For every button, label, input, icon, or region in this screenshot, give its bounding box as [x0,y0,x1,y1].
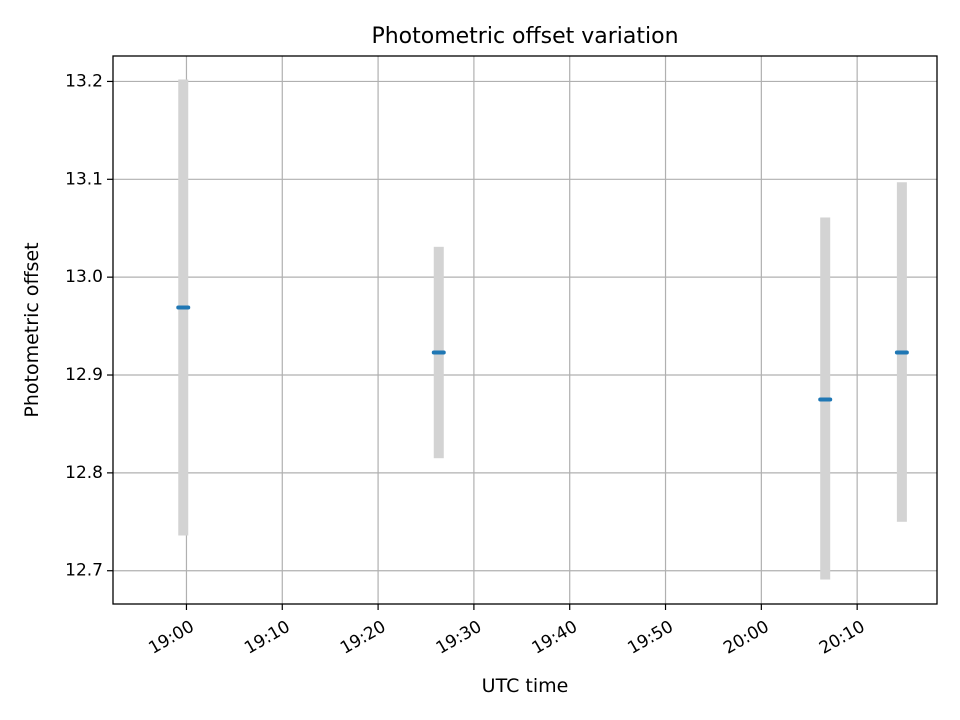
y-tick-label: 13.2 [65,71,103,91]
y-tick-label: 12.9 [65,365,103,385]
y-axis-ticks: 12.7 12.8 12.9 13.0 13.1 13.2 [65,71,113,581]
plot-area-frame [112,55,938,605]
data-markers [176,305,909,402]
y-tick-label: 13.0 [65,267,103,287]
y-tick-label: 13.1 [65,169,103,189]
grid-lines [113,56,937,604]
y-tick-label: 12.8 [65,463,103,483]
y-tick-label: 12.7 [65,561,103,581]
y-axis-label: Photometric offset [21,242,43,417]
chart-title: Photometric offset variation [371,24,678,49]
x-axis-label: UTC time [482,675,569,697]
